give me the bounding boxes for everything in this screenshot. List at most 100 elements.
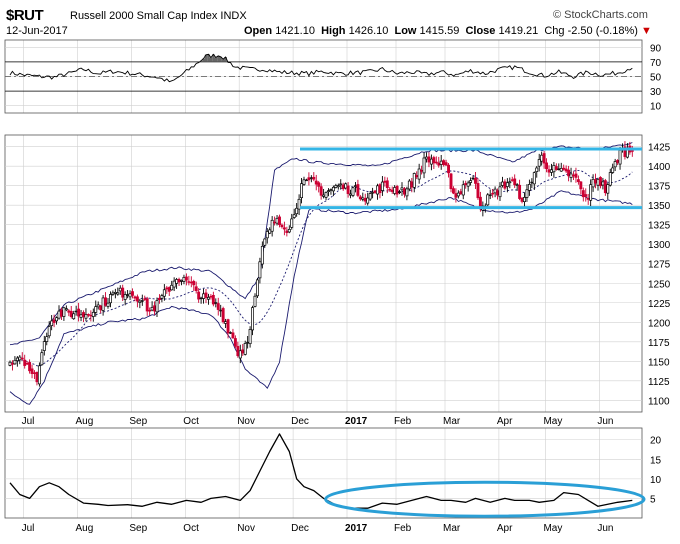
candle-body bbox=[182, 276, 186, 282]
candle-body bbox=[290, 218, 294, 228]
price-month-label-Aug: Aug bbox=[76, 416, 94, 427]
candle-body bbox=[606, 184, 610, 194]
change-value: Chg -2.50 (-0.18%) bbox=[544, 25, 638, 37]
candle-body bbox=[72, 313, 76, 320]
indicator-frame bbox=[4, 427, 643, 519]
candle-body bbox=[380, 181, 384, 191]
candle-body bbox=[461, 184, 465, 196]
indicator-month-label-Jun: Jun bbox=[597, 523, 613, 534]
candle-body bbox=[525, 189, 529, 198]
candle-body bbox=[106, 302, 110, 307]
candle-body bbox=[454, 193, 458, 198]
index-name-label: Russell 2000 Small Cap Index bbox=[70, 10, 218, 22]
candle-body bbox=[403, 188, 406, 195]
price-month-label-Dec: Dec bbox=[291, 416, 309, 427]
candle-body bbox=[518, 184, 522, 199]
rsi-overbought-fill bbox=[199, 54, 227, 62]
candle-body bbox=[515, 184, 519, 186]
candle-body bbox=[15, 357, 19, 362]
candle-body bbox=[351, 187, 355, 196]
candle-body bbox=[175, 279, 179, 284]
price-month-label-Jun: Jun bbox=[597, 416, 613, 427]
candle-body bbox=[501, 181, 504, 186]
candle-body bbox=[412, 173, 416, 188]
quote-date: 12-Jun-2017 bbox=[6, 25, 68, 37]
candle-body bbox=[579, 181, 583, 190]
indicator-month-label-Sep: Sep bbox=[129, 523, 147, 534]
bollinger-middle-band bbox=[9, 169, 633, 367]
price-tick-1275: 1275 bbox=[648, 260, 671, 271]
price-tick-1175: 1175 bbox=[648, 338, 670, 349]
candle-body bbox=[464, 183, 468, 185]
candle-body bbox=[25, 362, 29, 365]
candle-body bbox=[549, 169, 553, 173]
candle-body bbox=[474, 177, 477, 184]
candle-body bbox=[383, 180, 387, 183]
indicator-month-label-Oct: Oct bbox=[183, 523, 199, 534]
candle-body bbox=[199, 297, 203, 300]
candle-body bbox=[491, 192, 495, 195]
brand-watermark: © StockCharts.com bbox=[553, 9, 648, 21]
candle-body bbox=[135, 296, 139, 302]
candle-body bbox=[594, 179, 598, 184]
indicator-tick-5: 5 bbox=[650, 494, 656, 505]
candle-body bbox=[422, 157, 426, 174]
candle-body bbox=[442, 160, 446, 166]
candle-body bbox=[559, 167, 563, 172]
candle-body bbox=[572, 174, 575, 177]
candle-body bbox=[118, 287, 122, 292]
candle-body bbox=[18, 356, 22, 361]
candle-body bbox=[596, 178, 600, 186]
candle-body bbox=[287, 228, 291, 233]
price-tick-1225: 1225 bbox=[648, 299, 671, 310]
candle-body bbox=[358, 196, 362, 200]
candle-body bbox=[62, 307, 66, 317]
candle-body bbox=[356, 184, 360, 196]
price-tick-1300: 1300 bbox=[648, 240, 671, 251]
exchange-label: INDX bbox=[220, 10, 247, 22]
candle-body bbox=[246, 341, 250, 344]
candle-body bbox=[219, 309, 223, 312]
candle-body bbox=[116, 292, 120, 295]
candle-body bbox=[327, 190, 330, 192]
candle-body bbox=[89, 314, 93, 317]
candle-body bbox=[270, 219, 274, 232]
candle-body bbox=[371, 191, 375, 194]
candle-body bbox=[214, 302, 218, 304]
candle-body bbox=[434, 161, 438, 164]
candle-body bbox=[322, 194, 326, 197]
candle-body bbox=[569, 173, 573, 178]
candle-body bbox=[562, 167, 566, 170]
candle-body bbox=[591, 178, 595, 188]
candle-body bbox=[52, 319, 56, 323]
candle-body bbox=[236, 346, 240, 357]
indicator-tick-15: 15 bbox=[650, 455, 662, 466]
candle-body bbox=[407, 180, 411, 190]
candle-body bbox=[444, 162, 448, 166]
candle-body bbox=[307, 177, 311, 181]
candle-body bbox=[28, 362, 32, 372]
candle-body bbox=[545, 162, 549, 170]
candle-body bbox=[82, 312, 85, 317]
candle-body bbox=[488, 194, 492, 197]
candle-body bbox=[30, 368, 34, 374]
candle-body bbox=[251, 307, 254, 331]
candle-body bbox=[336, 185, 340, 188]
candle-body bbox=[55, 317, 59, 322]
candle-body bbox=[601, 181, 605, 186]
candle-body bbox=[341, 184, 345, 190]
candle-body bbox=[194, 286, 198, 291]
candle-body bbox=[532, 172, 536, 185]
price-month-label-May: May bbox=[543, 416, 562, 427]
candle-body bbox=[209, 295, 213, 298]
price-month-label-Apr: Apr bbox=[497, 416, 513, 427]
price-tick-1425: 1425 bbox=[648, 143, 671, 154]
bollinger-lower-band bbox=[9, 190, 633, 405]
candle-body bbox=[59, 309, 63, 317]
candle-body bbox=[586, 197, 590, 200]
candle-body bbox=[104, 297, 107, 306]
candle-body bbox=[554, 166, 558, 170]
candle-body bbox=[447, 164, 451, 174]
candle-body bbox=[248, 329, 252, 345]
candle-body bbox=[449, 173, 453, 190]
